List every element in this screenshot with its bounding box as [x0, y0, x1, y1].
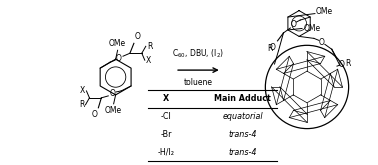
Text: O: O	[270, 43, 276, 52]
Text: O: O	[91, 110, 98, 119]
Text: equatorial: equatorial	[222, 112, 263, 121]
Text: OMe: OMe	[105, 106, 122, 115]
Text: Main Adduct: Main Adduct	[214, 94, 271, 103]
Text: OMe: OMe	[316, 7, 333, 16]
Text: OMe: OMe	[304, 24, 321, 33]
Text: O: O	[339, 60, 345, 69]
Text: O: O	[290, 20, 296, 30]
Text: -H/I₂: -H/I₂	[158, 148, 175, 157]
Text: X: X	[80, 86, 85, 95]
Text: O: O	[109, 89, 115, 98]
Text: trans-4: trans-4	[228, 148, 257, 157]
Text: R: R	[267, 44, 273, 53]
Text: O: O	[319, 38, 325, 47]
Text: OMe: OMe	[109, 39, 126, 48]
Text: R: R	[345, 59, 351, 68]
Text: -Br: -Br	[160, 130, 172, 139]
Text: C$_{60}$, DBU, (I$_2$): C$_{60}$, DBU, (I$_2$)	[172, 48, 225, 60]
Text: trans-4: trans-4	[228, 130, 257, 139]
Text: R: R	[79, 100, 84, 109]
Text: -Cl: -Cl	[161, 112, 172, 121]
Text: X: X	[146, 56, 151, 65]
Text: R: R	[147, 42, 152, 51]
Text: X: X	[163, 94, 169, 103]
Text: O: O	[116, 54, 122, 63]
Text: O: O	[135, 32, 141, 41]
Text: toluene: toluene	[184, 78, 213, 87]
